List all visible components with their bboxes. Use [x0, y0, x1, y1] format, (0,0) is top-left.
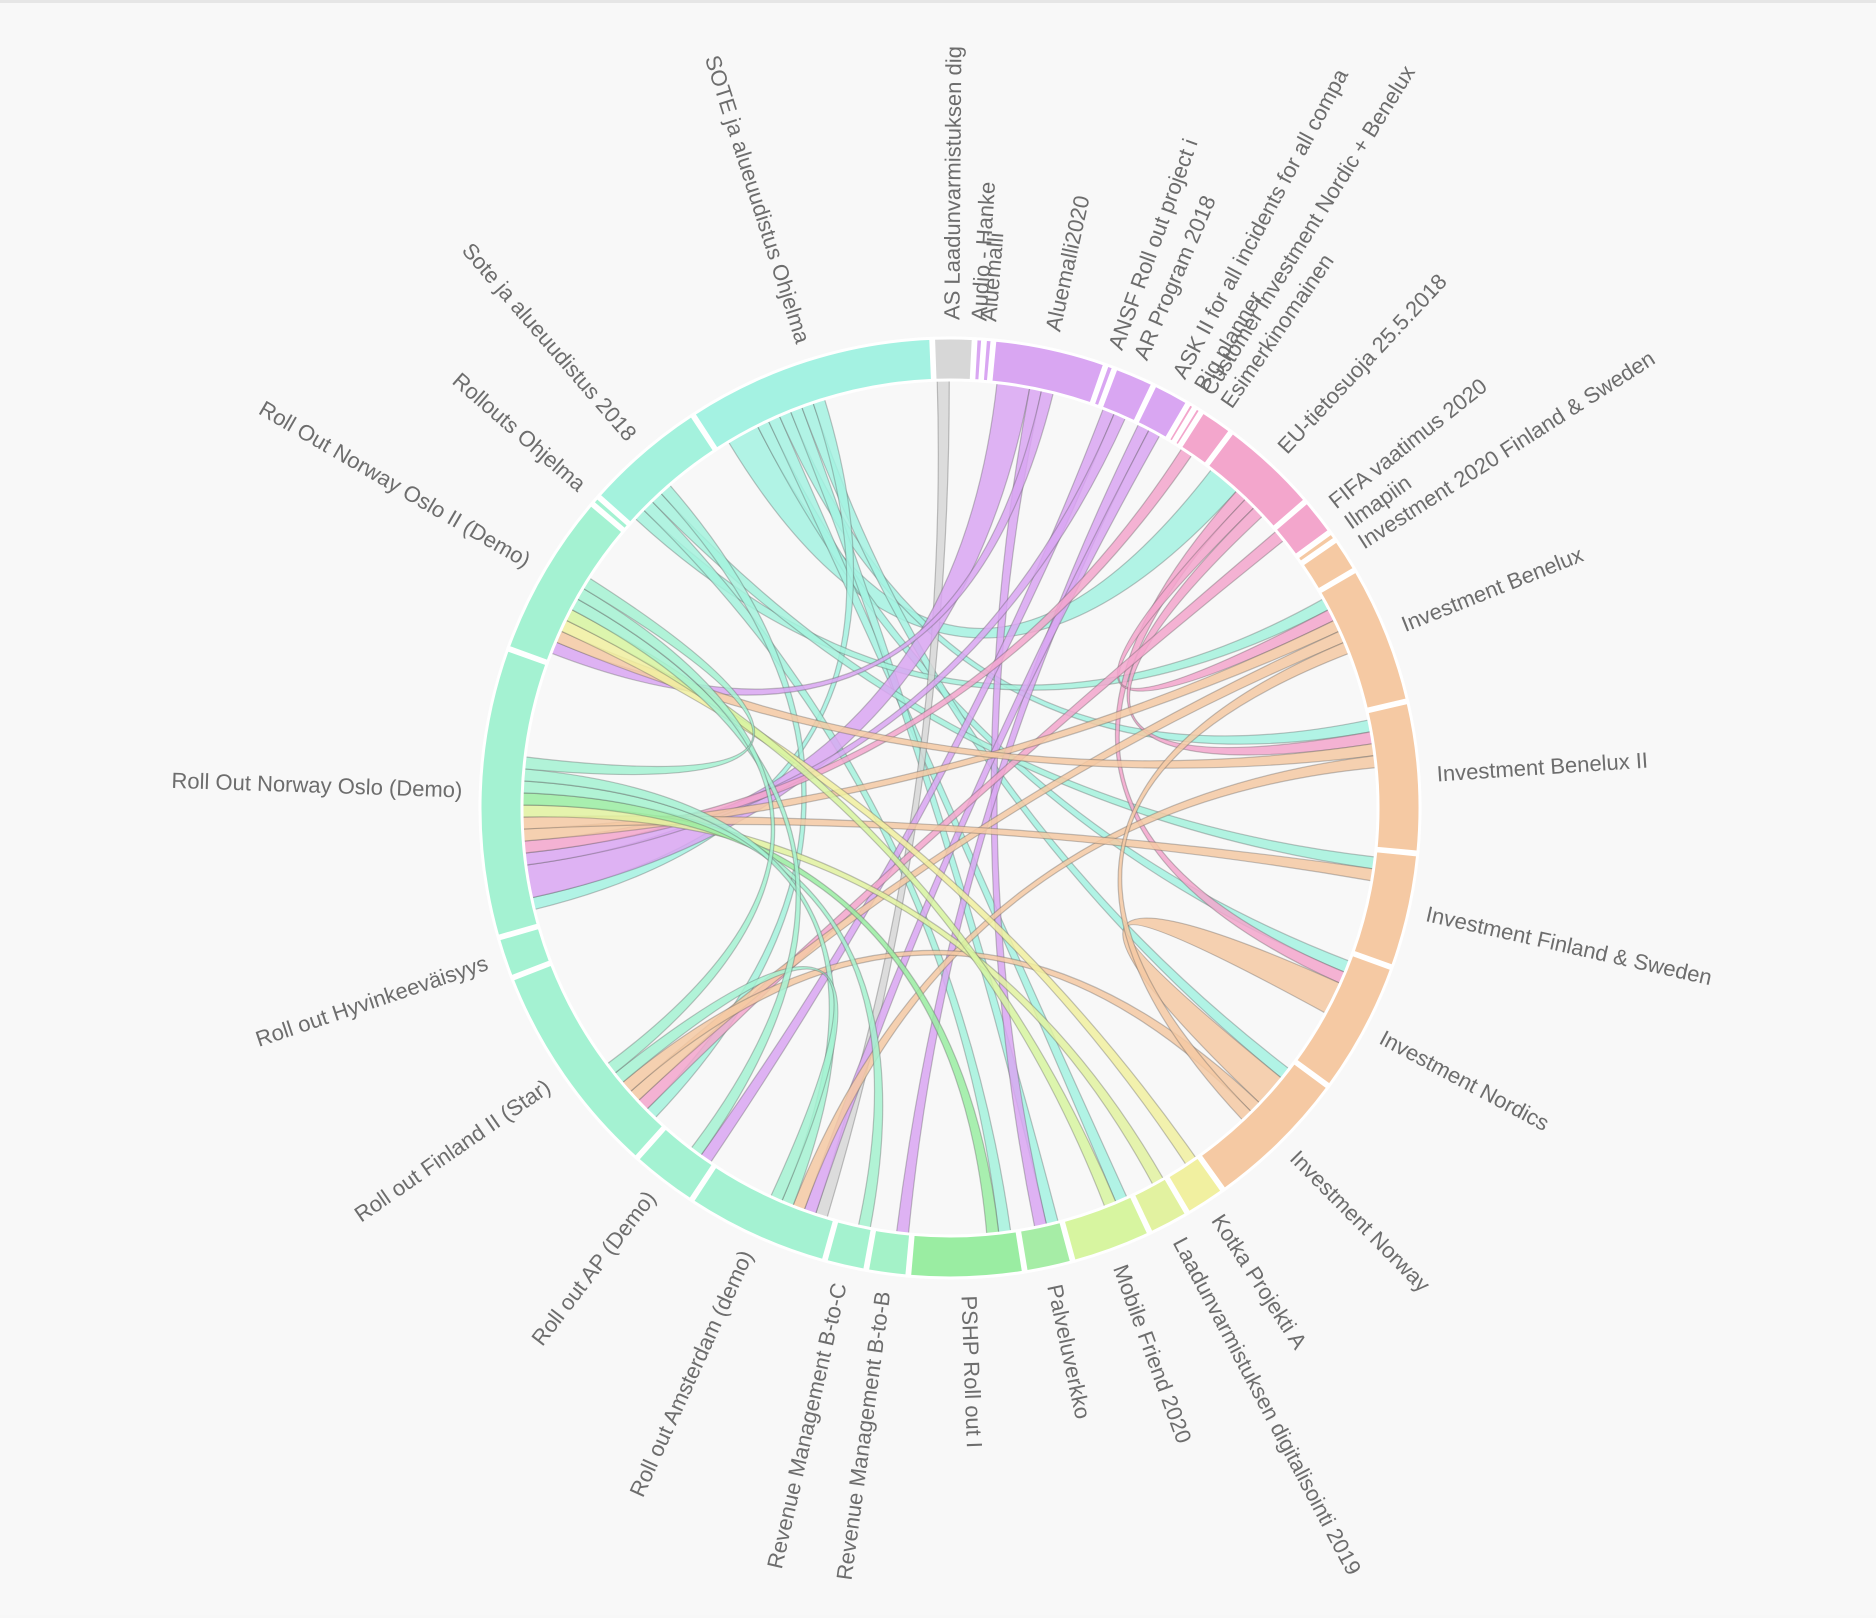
arc-customer-investment-nordic-benelux[interactable] [1172, 405, 1203, 449]
label-sote-ja-alueuudistus-ohjelma: SOTE ja alueuudistus Ohjelma [700, 52, 815, 347]
arc-fifa-vaatimus-2020[interactable] [1272, 500, 1332, 558]
label-mobile-friend-2020: Mobile Friend 2020 [1108, 1261, 1196, 1446]
label-roll-out-hyvinkeev-isyys: Roll out Hyvinkeeväisyys [252, 950, 491, 1051]
arc-as-laadunvarmistuksen-dig[interactable] [932, 336, 975, 383]
arc-esimerkinomainen[interactable] [1178, 409, 1233, 467]
arc-investment-benelux[interactable] [1317, 569, 1410, 712]
arc-roll-out-norway-oslo-ii-demo[interactable] [506, 502, 626, 664]
label-roll-out-ap-demo: Roll out AP (Demo) [526, 1186, 660, 1350]
arc-investment-2020-finland-sweden[interactable] [1299, 538, 1357, 593]
arc-sote-ja-alueuudistus-ohjelma[interactable] [691, 336, 935, 452]
arc-revenue-management-b-to-b[interactable] [865, 1227, 913, 1278]
arc-revenue-management-b-to-c[interactable] [824, 1218, 875, 1272]
label-roll-out-amsterdam-demo: Roll out Amsterdam (demo) [625, 1246, 759, 1500]
label-investment-benelux-ii: Investment Benelux II [1436, 748, 1649, 787]
label-rollouts-ohjelma: Rollouts Ohjelma [448, 368, 591, 497]
arc-pshp-roll-out-i[interactable] [907, 1229, 1026, 1280]
arc-roll-out-hyvinkeev-isyys[interactable] [496, 925, 553, 979]
label-investment-benelux: Investment Benelux [1398, 542, 1587, 637]
arc-roll-out-norway-oslo-demo[interactable] [478, 647, 549, 939]
arc-roll-out-ap-demo[interactable] [635, 1125, 716, 1202]
label-aluemalli2020: Aluemalli2020 [1040, 193, 1094, 333]
arc-ar-program-2018[interactable] [1099, 366, 1155, 424]
arc-aluemalli2020[interactable] [989, 338, 1107, 406]
arc-palveluverkko[interactable] [1017, 1219, 1074, 1274]
arc-sote-ja-alueuudistus-2018[interactable] [596, 413, 717, 526]
label-as-laadunvarmistuksen-dig: AS Laadunvarmistuksen dig [939, 46, 966, 320]
label-roll-out-norway-oslo-demo: Roll Out Norway Oslo (Demo) [171, 768, 463, 803]
label-investment-nordics: Investment Nordics [1375, 1025, 1553, 1136]
arc-ask-ii-for-all-incidents-for-all-compa[interactable] [1134, 383, 1190, 441]
arcs-layer [478, 336, 1422, 1280]
arc-investment-nordics[interactable] [1293, 952, 1394, 1088]
labels-layer: AS Laadunvarmistuksen dig Audio - HankeAl… [171, 46, 1714, 1582]
label-revenue-management-b-to-b: Revenue Management B-to-B [832, 1290, 896, 1582]
label-pshp-roll-out-i: PSHP Roll out I [956, 1295, 986, 1448]
arc-laadunvarmistuksen-digitalisointi-2019[interactable] [1131, 1175, 1189, 1235]
label-investment-finland-sweden: Investment Finland & Sweden [1424, 901, 1715, 990]
arc-roll-out-finland-ii-star[interactable] [510, 962, 666, 1160]
arc-investment-finland-sweden[interactable] [1351, 849, 1420, 969]
arc-mobile-friend-2020[interactable] [1061, 1193, 1151, 1264]
chord-diagram: AS Laadunvarmistuksen dig Audio - HankeAl… [171, 46, 1714, 1582]
arc-kotka-projekti-a[interactable] [1165, 1154, 1225, 1215]
label-investment-norway: Investment Norway [1285, 1145, 1435, 1297]
arc-investment-norway[interactable] [1197, 1060, 1330, 1192]
arc-ilmapiin[interactable] [1295, 530, 1338, 565]
label-palveluverkko: Palveluverkko [1042, 1282, 1095, 1421]
arc-roll-out-amsterdam-demo[interactable] [690, 1164, 837, 1263]
ribbons-layer [521, 379, 1377, 1236]
arc-ansf-roll-out-project-i[interactable] [1091, 363, 1116, 409]
arc-audio-hanke[interactable] [972, 337, 985, 383]
arc-rollouts-ohjelma[interactable] [590, 495, 631, 532]
arc-aluemalli[interactable] [980, 337, 994, 384]
label-roll-out-finland-ii-star: Roll out Finland II (Star) [350, 1074, 555, 1227]
arc-investment-benelux-ii[interactable] [1365, 700, 1422, 854]
arc-big-planner[interactable] [1166, 401, 1197, 445]
arc-eu-tietosuoja-25-5-2018[interactable] [1205, 430, 1308, 530]
